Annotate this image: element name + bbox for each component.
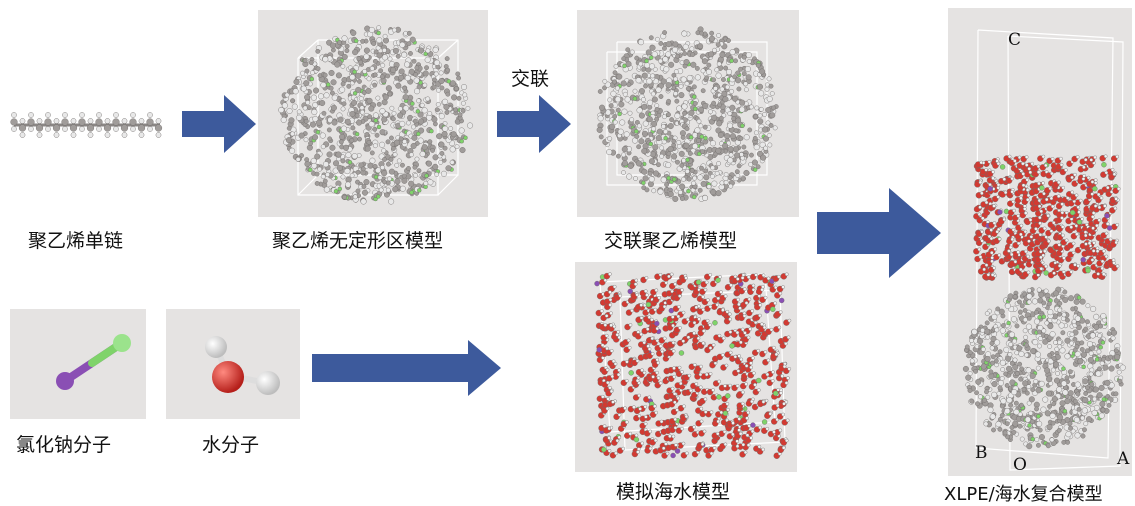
seawater-label: 模拟海水模型 — [616, 481, 731, 503]
arrow-to-seawater — [312, 340, 502, 396]
pe-chain-image — [8, 105, 168, 145]
axis-b-label: B — [975, 443, 988, 463]
crosslink-label: 交联 — [511, 68, 550, 90]
water-label: 水分子 — [202, 434, 260, 456]
composite-label: XLPE/海水复合模型 — [944, 484, 1103, 505]
seawater-image — [575, 262, 797, 472]
water-image — [166, 309, 300, 419]
axis-o-label: O — [1013, 455, 1027, 475]
nacl-image — [10, 309, 146, 419]
axis-a-label: A — [1117, 449, 1130, 469]
pe-amorphous-label: 聚乙烯无定形区模型 — [272, 230, 444, 252]
arrow-crosslink — [497, 95, 572, 153]
pe-chain-label: 聚乙烯单链 — [28, 230, 124, 252]
xlpe-label: 交联聚乙烯模型 — [604, 230, 738, 252]
composite-image — [948, 8, 1132, 476]
arrow-to-composite — [817, 188, 942, 278]
nacl-label: 氯化钠分子 — [16, 434, 112, 456]
xlpe-image — [577, 10, 799, 217]
arrow-chain-to-amorphous — [182, 95, 257, 153]
axis-c-label: C — [1008, 30, 1022, 50]
pe-amorphous-image — [258, 10, 488, 217]
